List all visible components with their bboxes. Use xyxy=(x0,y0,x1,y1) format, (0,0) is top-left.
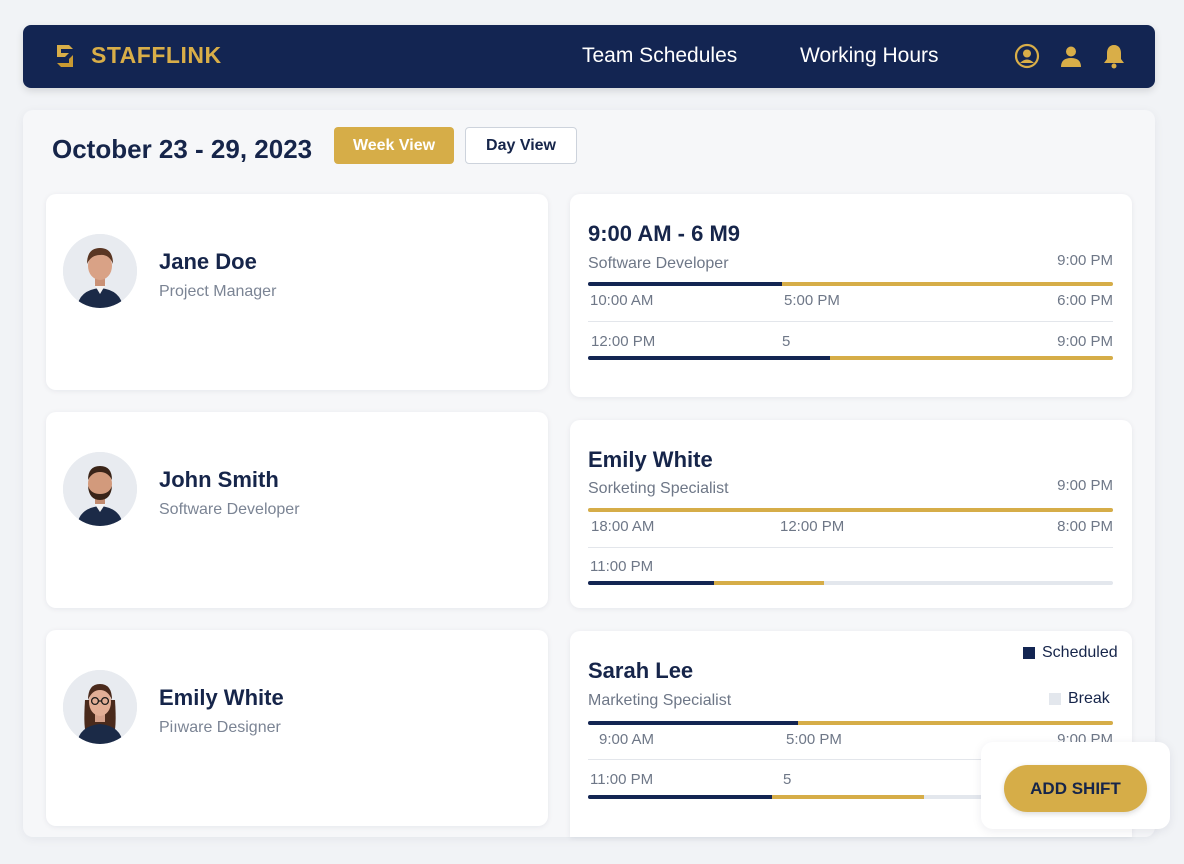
shift-bar[interactable] xyxy=(588,282,1113,286)
nav-working-hours[interactable]: Working Hours xyxy=(800,44,939,67)
account-circle-icon[interactable] xyxy=(1013,42,1041,70)
scheduled-segment xyxy=(588,356,830,360)
legend-label: Scheduled xyxy=(1042,644,1118,661)
time-label: 5:00 PM xyxy=(784,292,840,309)
divider xyxy=(588,321,1113,322)
overtime-segment xyxy=(588,508,1113,512)
overtime-segment xyxy=(798,721,1113,725)
overtime-segment xyxy=(771,795,924,799)
scheduled-segment xyxy=(588,282,783,286)
employee-name: Emily White xyxy=(159,685,284,710)
employee-card[interactable]: Jane Doe Project Manager xyxy=(46,194,548,390)
shift-bar[interactable] xyxy=(588,508,1113,512)
person-icon[interactable] xyxy=(1057,42,1085,70)
time-label: 8:00 PM xyxy=(1057,518,1113,535)
scheduled-segment xyxy=(588,581,714,585)
time-label: 5:00 PM xyxy=(786,731,842,748)
overtime-segment xyxy=(782,282,1113,286)
time-label: 11:00 PM xyxy=(590,771,654,788)
schedule-subtitle: Software Developer xyxy=(588,255,729,272)
legend-scheduled: Scheduled xyxy=(1023,644,1118,662)
employee-name: John Smith xyxy=(159,467,279,492)
avatar[interactable] xyxy=(63,452,137,526)
employee-card[interactable]: Emily White Piıware Designer xyxy=(46,630,548,826)
employee-role: Project Manager xyxy=(159,283,277,300)
divider xyxy=(588,759,1113,760)
time-label: 11:00 PM xyxy=(590,558,654,575)
schedule-card[interactable]: Emily White Sorketing Specialist 9:00 PM… xyxy=(570,420,1132,608)
top-navigation-bar: STAFFLINK Team Schedules Working Hours xyxy=(23,25,1155,88)
scheduled-segment xyxy=(588,795,772,799)
shift-bar[interactable] xyxy=(588,721,1113,725)
scheduled-swatch xyxy=(1023,647,1035,659)
brand[interactable]: STAFFLINK xyxy=(53,42,222,69)
schedule-title: Sarah Lee xyxy=(588,658,694,683)
time-label: 12:00 PM xyxy=(591,333,656,350)
brand-name: STAFFLINK xyxy=(91,42,222,68)
time-label: 12:00 PM xyxy=(780,518,845,535)
time-label: 9:00 AM xyxy=(599,731,655,748)
day-view-button[interactable]: Day View xyxy=(465,127,577,164)
legend-label: Break xyxy=(1068,690,1110,707)
employee-name: Jane Doe xyxy=(159,249,257,274)
end-time: 9:00 PM xyxy=(1057,477,1113,494)
end-time: 9:00 PM xyxy=(1057,252,1113,269)
time-label: 6:00 PM xyxy=(1057,292,1113,309)
stafflink-logo-icon xyxy=(53,43,77,69)
divider xyxy=(588,547,1113,548)
nav-team-schedules[interactable]: Team Schedules xyxy=(582,44,738,67)
schedule-subtitle: Sorketing Specialist xyxy=(588,480,729,497)
time-label: 10:00 AM xyxy=(590,292,654,309)
shift-bar[interactable] xyxy=(588,356,1113,360)
time-label: 5 xyxy=(783,771,792,788)
time-label: 18:00 AM xyxy=(591,518,655,535)
schedule-subtitle: Marketing Specialist xyxy=(588,692,732,709)
date-range-title: October 23 - 29, 2023 xyxy=(52,134,313,164)
add-shift-button[interactable]: ADD SHIFT xyxy=(1004,765,1147,812)
employee-role: Piıware Designer xyxy=(159,719,281,736)
employee-card[interactable]: John Smith Software Developer xyxy=(46,412,548,608)
legend-break: Break xyxy=(1049,690,1110,708)
week-view-button[interactable]: Week View xyxy=(334,127,454,164)
scheduled-segment xyxy=(588,721,798,725)
schedule-card[interactable]: 9:00 AM - 6 M9 Software Developer 9:00 P… xyxy=(570,194,1132,397)
shift-bar[interactable] xyxy=(588,581,1113,585)
overtime-segment xyxy=(714,581,825,585)
bell-icon[interactable] xyxy=(1100,42,1128,70)
overtime-segment xyxy=(829,356,1113,360)
schedule-title: 9:00 AM - 6 M9 xyxy=(588,221,741,246)
time-label: 9:00 PM xyxy=(1057,333,1113,350)
break-swatch xyxy=(1049,693,1061,705)
schedule-title: Emily White xyxy=(588,447,713,472)
add-shift-container: ADD SHIFT xyxy=(981,742,1170,829)
avatar[interactable] xyxy=(63,670,137,744)
shift-bar[interactable] xyxy=(588,795,1113,799)
main-panel: October 23 - 29, 2023 Week View Day View… xyxy=(23,110,1155,837)
employee-role: Software Developer xyxy=(159,501,300,518)
avatar[interactable] xyxy=(63,234,137,308)
time-label: 5 xyxy=(782,333,791,350)
